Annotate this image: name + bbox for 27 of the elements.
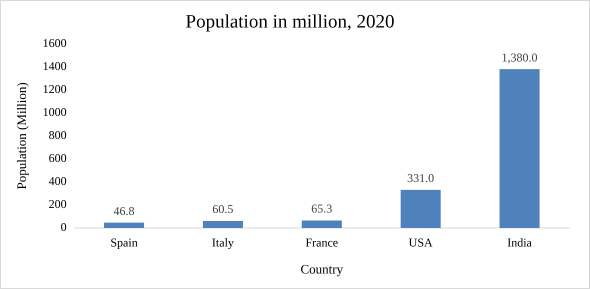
y-tick-label: 400: [48, 174, 67, 188]
x-tick-label: Italy: [212, 235, 234, 250]
chart-title: Population in million, 2020: [185, 11, 395, 32]
bar: [302, 220, 342, 228]
x-tick-label: France: [305, 235, 338, 250]
data-label: 1,380.0: [502, 50, 538, 64]
y-tick-label: 1400: [42, 58, 67, 73]
data-label: 46.8: [114, 204, 135, 218]
y-tick-label: 1600: [42, 36, 67, 50]
y-tick-label: 200: [48, 197, 67, 212]
x-tick-label: India: [507, 235, 533, 250]
y-tick-label: 600: [48, 151, 67, 166]
data-label: 65.3: [311, 202, 332, 216]
x-tick-label: USA: [408, 235, 434, 250]
y-tick-label: 800: [48, 128, 67, 142]
y-tick-label: 0: [60, 220, 67, 234]
x-axis-title: Country: [300, 262, 344, 277]
y-tick-label: 1000: [42, 105, 67, 120]
data-label: 331.0: [407, 171, 434, 186]
bar: [500, 69, 540, 228]
data-label: 60.5: [212, 202, 234, 216]
y-axis-title: Population (Million): [14, 82, 30, 190]
x-tick-label: Spain: [110, 235, 138, 250]
bar: [400, 190, 441, 228]
bar: [202, 221, 243, 228]
y-tick-label: 1200: [42, 82, 67, 96]
bar: [104, 222, 144, 228]
